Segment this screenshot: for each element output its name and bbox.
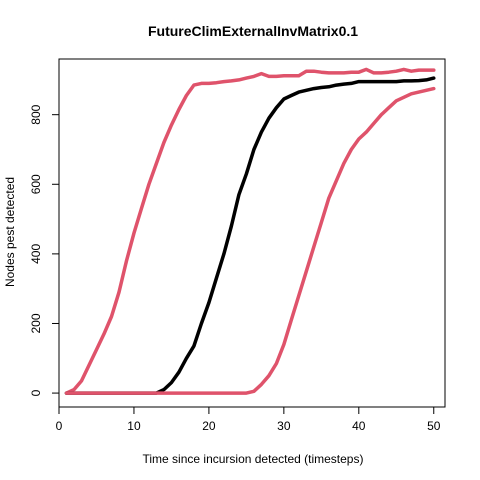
- y-tick-label: 0: [29, 389, 43, 396]
- x-tick-label: 10: [127, 419, 141, 433]
- x-tick-label: 0: [56, 419, 63, 433]
- series-line-3: [64, 86, 436, 395]
- y-axis: 0 200 400 600 800: [29, 104, 60, 396]
- series-line-2: [64, 76, 436, 395]
- y-tick-label: 200: [29, 313, 43, 333]
- chart-title: FutureClimExternalInvMatrix0.1: [148, 23, 358, 39]
- series-layer: [64, 67, 436, 395]
- y-tick-label: 600: [29, 174, 43, 194]
- x-axis: 0 10 20 30 40 50: [56, 406, 441, 433]
- series-line-1: [64, 67, 436, 395]
- x-tick-label: 50: [427, 419, 441, 433]
- x-tick-label: 20: [202, 419, 216, 433]
- x-tick-label: 30: [277, 419, 291, 433]
- x-axis-label: Time since incursion detected (timesteps…: [143, 452, 364, 466]
- y-tick-label: 800: [29, 104, 43, 124]
- y-axis-label: Nodes pest detected: [3, 177, 17, 287]
- y-tick-label: 400: [29, 244, 43, 264]
- x-tick-label: 40: [352, 419, 366, 433]
